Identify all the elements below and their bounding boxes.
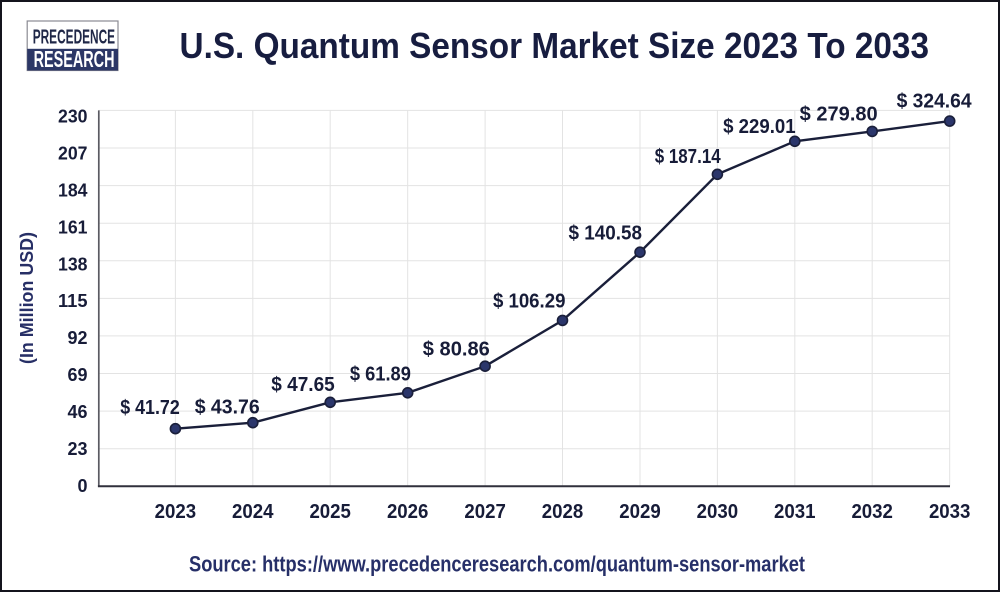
- svg-text:RESEARCH: RESEARCH: [34, 46, 115, 72]
- svg-text:69: 69: [68, 365, 88, 385]
- svg-text:$ 43.76: $ 43.76: [195, 396, 260, 418]
- svg-text:$ 187.14: $ 187.14: [655, 146, 722, 168]
- svg-text:2026: 2026: [387, 501, 429, 523]
- svg-text:2027: 2027: [464, 501, 506, 523]
- svg-text:$ 47.65: $ 47.65: [271, 374, 335, 396]
- svg-text:$ 61.89: $ 61.89: [350, 363, 411, 385]
- svg-text:184: 184: [58, 180, 88, 200]
- svg-text:$ 140.58: $ 140.58: [569, 222, 643, 244]
- svg-text:2024: 2024: [232, 501, 274, 523]
- svg-text:2031: 2031: [774, 501, 816, 523]
- svg-text:2030: 2030: [697, 501, 739, 523]
- svg-text:$ 41.72: $ 41.72: [120, 397, 180, 419]
- svg-text:92: 92: [68, 328, 88, 348]
- svg-text:230: 230: [58, 107, 88, 127]
- svg-text:2029: 2029: [619, 501, 661, 523]
- svg-text:161: 161: [58, 217, 88, 237]
- svg-text:138: 138: [58, 254, 88, 274]
- svg-text:$ 80.86: $ 80.86: [423, 339, 490, 361]
- svg-text:46: 46: [68, 402, 88, 422]
- svg-text:(In Million USD): (In Million USD): [17, 232, 37, 364]
- svg-text:$ 106.29: $ 106.29: [493, 291, 566, 313]
- svg-text:U.S. Quantum Sensor Market Siz: U.S. Quantum Sensor Market Size 2023 To …: [180, 25, 930, 66]
- svg-text:115: 115: [58, 291, 88, 311]
- svg-text:$ 229.01: $ 229.01: [723, 116, 796, 138]
- svg-text:207: 207: [58, 144, 88, 164]
- svg-text:Source: https://www.precedence: Source: https://www.precedenceresearch.c…: [189, 552, 806, 577]
- svg-text:$ 324.64: $ 324.64: [897, 91, 973, 113]
- svg-text:PRECEDENCE: PRECEDENCE: [33, 26, 115, 49]
- svg-text:2023: 2023: [155, 501, 197, 523]
- svg-text:2025: 2025: [309, 501, 351, 523]
- svg-text:2032: 2032: [851, 501, 893, 523]
- svg-text:2033: 2033: [929, 501, 971, 523]
- svg-text:$ 279.80: $ 279.80: [800, 103, 878, 125]
- svg-text:0: 0: [77, 476, 87, 496]
- svg-text:2028: 2028: [542, 501, 584, 523]
- svg-text:23: 23: [68, 439, 88, 459]
